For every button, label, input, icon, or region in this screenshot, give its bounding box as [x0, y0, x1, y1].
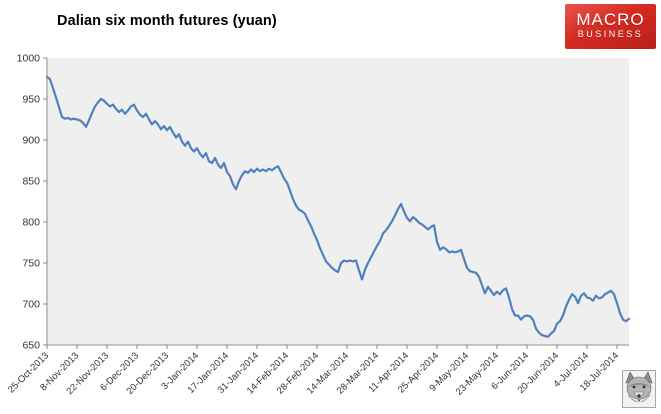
logo-text-macro: MACRO: [576, 10, 645, 29]
y-tick-label: 900: [22, 135, 40, 147]
wolf-icon: [625, 371, 653, 403]
y-tick-label: 1000: [17, 53, 41, 65]
y-tick-label: 800: [22, 217, 40, 229]
plot-background: [47, 58, 629, 345]
y-tick-label: 650: [22, 340, 40, 352]
price-line: [45, 75, 631, 338]
macrobusiness-logo: MACRO BUSINESS: [565, 4, 656, 49]
y-tick-label: 750: [22, 258, 40, 270]
wolf-watermark-icon: [622, 370, 656, 408]
y-tick-label: 950: [22, 94, 40, 106]
logo-text-business: BUSINESS: [577, 29, 644, 39]
chart-title: Dalian six month futures (yuan): [57, 13, 277, 29]
y-tick-label: 850: [22, 176, 40, 188]
y-tick-label: 700: [22, 299, 40, 311]
